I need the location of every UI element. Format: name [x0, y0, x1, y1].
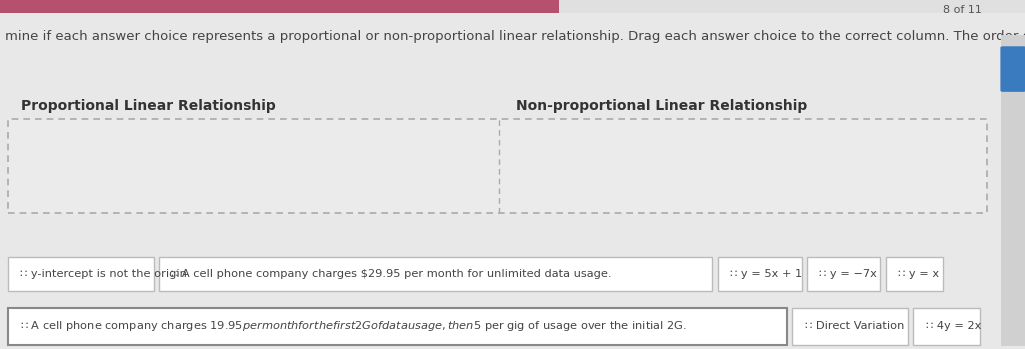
Text: ∷ A cell phone company charges $29.95 per month for unlimited data usage.: ∷ A cell phone company charges $29.95 pe…	[171, 269, 612, 279]
Bar	[886, 257, 943, 291]
Text: ∷ 4y = 2x: ∷ 4y = 2x	[926, 321, 981, 331]
Bar	[913, 308, 980, 345]
Bar	[8, 119, 987, 213]
Text: ∷ y-intercept is not the origin: ∷ y-intercept is not the origin	[20, 269, 188, 279]
Text: 8 of 11: 8 of 11	[943, 5, 982, 15]
Bar	[0, 0, 559, 13]
Text: mine if each answer choice represents a proportional or non-proportional linear : mine if each answer choice represents a …	[5, 30, 1025, 43]
Text: Non-proportional Linear Relationship: Non-proportional Linear Relationship	[516, 99, 807, 113]
Bar	[559, 0, 1025, 13]
Text: ∷ y = −7x: ∷ y = −7x	[819, 269, 876, 279]
Bar	[1001, 35, 1025, 346]
Bar	[792, 308, 908, 345]
Bar	[8, 308, 787, 345]
Bar	[807, 257, 880, 291]
FancyBboxPatch shape	[1000, 46, 1025, 92]
Text: ∷ y = 5x + 1: ∷ y = 5x + 1	[730, 269, 802, 279]
Text: ∷ A cell phone company charges $19.95 per month for the first 2G of data usage, : ∷ A cell phone company charges $19.95 pe…	[20, 319, 688, 333]
Text: ∷ Direct Variation: ∷ Direct Variation	[805, 321, 904, 331]
Text: ∷ y = x: ∷ y = x	[898, 269, 939, 279]
Bar	[159, 257, 712, 291]
Text: Proportional Linear Relationship: Proportional Linear Relationship	[22, 99, 276, 113]
Bar	[8, 257, 154, 291]
Bar	[718, 257, 802, 291]
